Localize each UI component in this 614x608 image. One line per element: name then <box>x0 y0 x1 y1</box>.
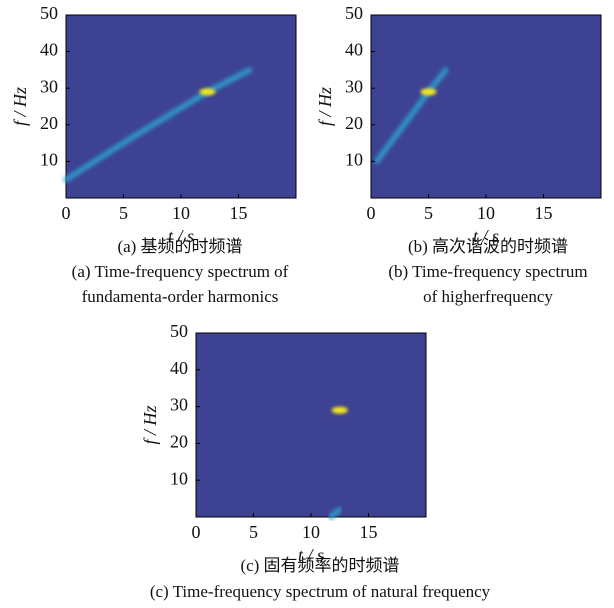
x-tick-label: 0 <box>192 522 201 542</box>
caption: (b) 高次谐波的时频谱 <box>408 237 568 256</box>
y-tick-label: 10 <box>345 150 363 170</box>
y-tick-label: 40 <box>40 40 58 60</box>
x-tick-label: 15 <box>535 203 553 223</box>
y-tick-label: 10 <box>40 150 58 170</box>
peak <box>331 406 348 414</box>
caption: of higherfrequency <box>423 287 553 306</box>
y-tick-label: 30 <box>40 76 58 96</box>
peak <box>199 88 216 96</box>
plot-area <box>370 14 602 199</box>
caption: (a) 基频的时频谱 <box>117 237 242 256</box>
y-tick-label: 20 <box>345 113 363 133</box>
x-tick-label: 0 <box>62 203 71 223</box>
caption: (b) Time-frequency spectrum <box>388 262 587 281</box>
x-tick-label: 5 <box>249 522 258 542</box>
y-tick-label: 30 <box>345 76 363 96</box>
x-tick-label: 15 <box>360 522 378 542</box>
x-axis-label: t / s <box>168 226 194 246</box>
x-tick-label: 15 <box>230 203 248 223</box>
y-tick-label: 40 <box>170 358 188 378</box>
x-axis-label: t / s <box>298 545 324 565</box>
y-tick-label: 20 <box>40 113 58 133</box>
plot-area <box>195 332 427 518</box>
x-axis-label: t / s <box>473 226 499 246</box>
y-axis-label: f / Hz <box>315 87 335 126</box>
caption: fundamenta-order harmonics <box>82 287 279 306</box>
y-tick-label: 10 <box>170 468 188 488</box>
y-axis-label: f / Hz <box>140 405 160 444</box>
y-tick-label: 50 <box>40 3 58 23</box>
y-tick-label: 40 <box>345 40 363 60</box>
y-tick-label: 50 <box>170 321 188 341</box>
y-axis-label: f / Hz <box>10 87 30 126</box>
ridge <box>63 67 253 183</box>
x-tick-label: 5 <box>119 203 128 223</box>
ridge <box>328 507 343 520</box>
y-tick-label: 30 <box>170 395 188 415</box>
caption: (c) Time-frequency spectrum of natural f… <box>150 582 491 601</box>
y-tick-label: 50 <box>345 3 363 23</box>
peak <box>420 88 437 96</box>
x-tick-label: 10 <box>477 203 495 223</box>
y-tick-label: 20 <box>170 432 188 452</box>
caption: (a) Time-frequency spectrum of <box>72 262 289 281</box>
x-tick-label: 0 <box>367 203 376 223</box>
x-tick-label: 10 <box>172 203 190 223</box>
caption: (c) 固有频率的时频谱 <box>240 556 399 575</box>
x-tick-label: 5 <box>424 203 433 223</box>
x-tick-label: 10 <box>302 522 320 542</box>
